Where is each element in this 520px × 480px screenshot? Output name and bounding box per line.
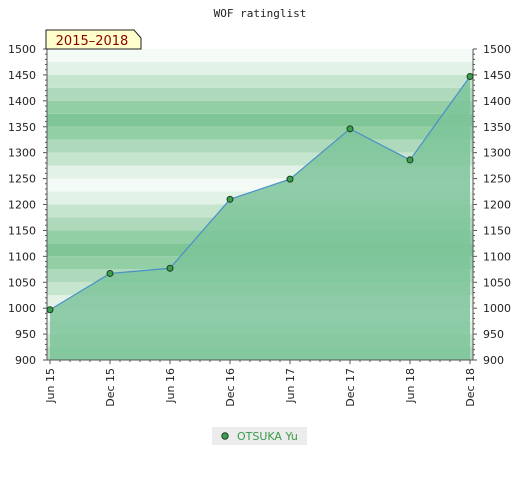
- y-tick-label-right: 950: [483, 328, 504, 341]
- y-tick-label-right: 1250: [483, 173, 511, 186]
- background-band: [47, 87, 473, 101]
- series-area-fill: [50, 76, 470, 360]
- y-tick-label-right: 900: [483, 354, 504, 367]
- x-tick-label: Jun 18: [404, 368, 417, 404]
- x-tick-label: Jun 15: [44, 368, 57, 404]
- y-tick-label-right: 1150: [483, 224, 511, 237]
- y-axis-right-labels: 900 950 1000 1050 1100 1150 1200 1250 1300 1350 14…: [483, 43, 511, 367]
- data-point[interactable]: [166, 264, 174, 272]
- y-tick-label-right: 1200: [483, 199, 511, 212]
- legend[interactable]: OTSUKA Yu: [212, 427, 307, 445]
- y-tick-label-left: 1050: [8, 276, 36, 289]
- data-point[interactable]: [286, 175, 294, 183]
- series-line: [49, 76, 471, 311]
- y-tick-label-right: 1450: [483, 69, 511, 82]
- y-tick-label-right: 1000: [483, 302, 511, 315]
- x-tick-label: Dec 15: [104, 368, 117, 407]
- y-tick-label-right: 1400: [483, 95, 511, 108]
- data-point[interactable]: [466, 72, 474, 80]
- background-band: [47, 74, 473, 88]
- y-tick-label-right: 1100: [483, 250, 511, 263]
- y-tick-label-left: 1100: [8, 250, 36, 263]
- series-area: [49, 76, 471, 360]
- y-tick-label-right: 1300: [483, 147, 511, 160]
- chart-title: WOF ratinglist: [214, 7, 307, 20]
- y-tick-label-left: 1300: [8, 147, 36, 160]
- x-tick-label: Jun 16: [164, 368, 177, 404]
- date-range-label: 2015–2018: [56, 34, 129, 49]
- x-tick-label: Dec 16: [224, 368, 237, 407]
- legend-marker: [221, 432, 229, 440]
- y-tick-label-left: 1000: [8, 302, 36, 315]
- background-band: [47, 61, 473, 75]
- background-band: [47, 49, 473, 62]
- date-range-badge: 2015–2018: [45, 29, 142, 50]
- background-band: [47, 139, 473, 153]
- data-point[interactable]: [106, 269, 114, 277]
- legend-label: OTSUKA Yu: [237, 430, 298, 443]
- data-point[interactable]: [346, 125, 354, 133]
- y-tick-label-left: 1400: [8, 95, 36, 108]
- y-tick-label-left: 1150: [8, 224, 36, 237]
- y-tick-label-right: 1050: [483, 276, 511, 289]
- x-tick-label: Dec 18: [464, 368, 477, 407]
- x-tick-label: Dec 17: [344, 368, 357, 407]
- x-axis-labels: Jun 15 Dec 15 Jun 16 Dec 16 Jun 17 Dec 17 Jun …: [44, 368, 477, 407]
- y-axis-left-labels: 900 950 1000 1050 1100 1150 1200 1250 1300 1350 14…: [8, 43, 36, 367]
- y-tick-label-left: 1450: [8, 69, 36, 82]
- y-tick-label-left: 1500: [8, 43, 36, 56]
- background-band: [47, 126, 473, 140]
- y-tick-label-left: 900: [15, 354, 36, 367]
- background-band: [47, 100, 473, 114]
- data-point[interactable]: [406, 156, 414, 164]
- data-point[interactable]: [226, 195, 234, 203]
- axes: [43, 48, 477, 364]
- y-tick-label-left: 1250: [8, 173, 36, 186]
- data-points: [46, 72, 474, 314]
- data-point[interactable]: [46, 306, 54, 314]
- y-tick-label-left: 1350: [8, 121, 36, 134]
- background-band: [47, 113, 473, 127]
- y-tick-label-left: 1200: [8, 199, 36, 212]
- x-tick-label: Jun 17: [284, 368, 297, 404]
- y-tick-label-right: 1350: [483, 121, 511, 134]
- y-tick-label-right: 1500: [483, 43, 511, 56]
- y-tick-label-left: 950: [15, 328, 36, 341]
